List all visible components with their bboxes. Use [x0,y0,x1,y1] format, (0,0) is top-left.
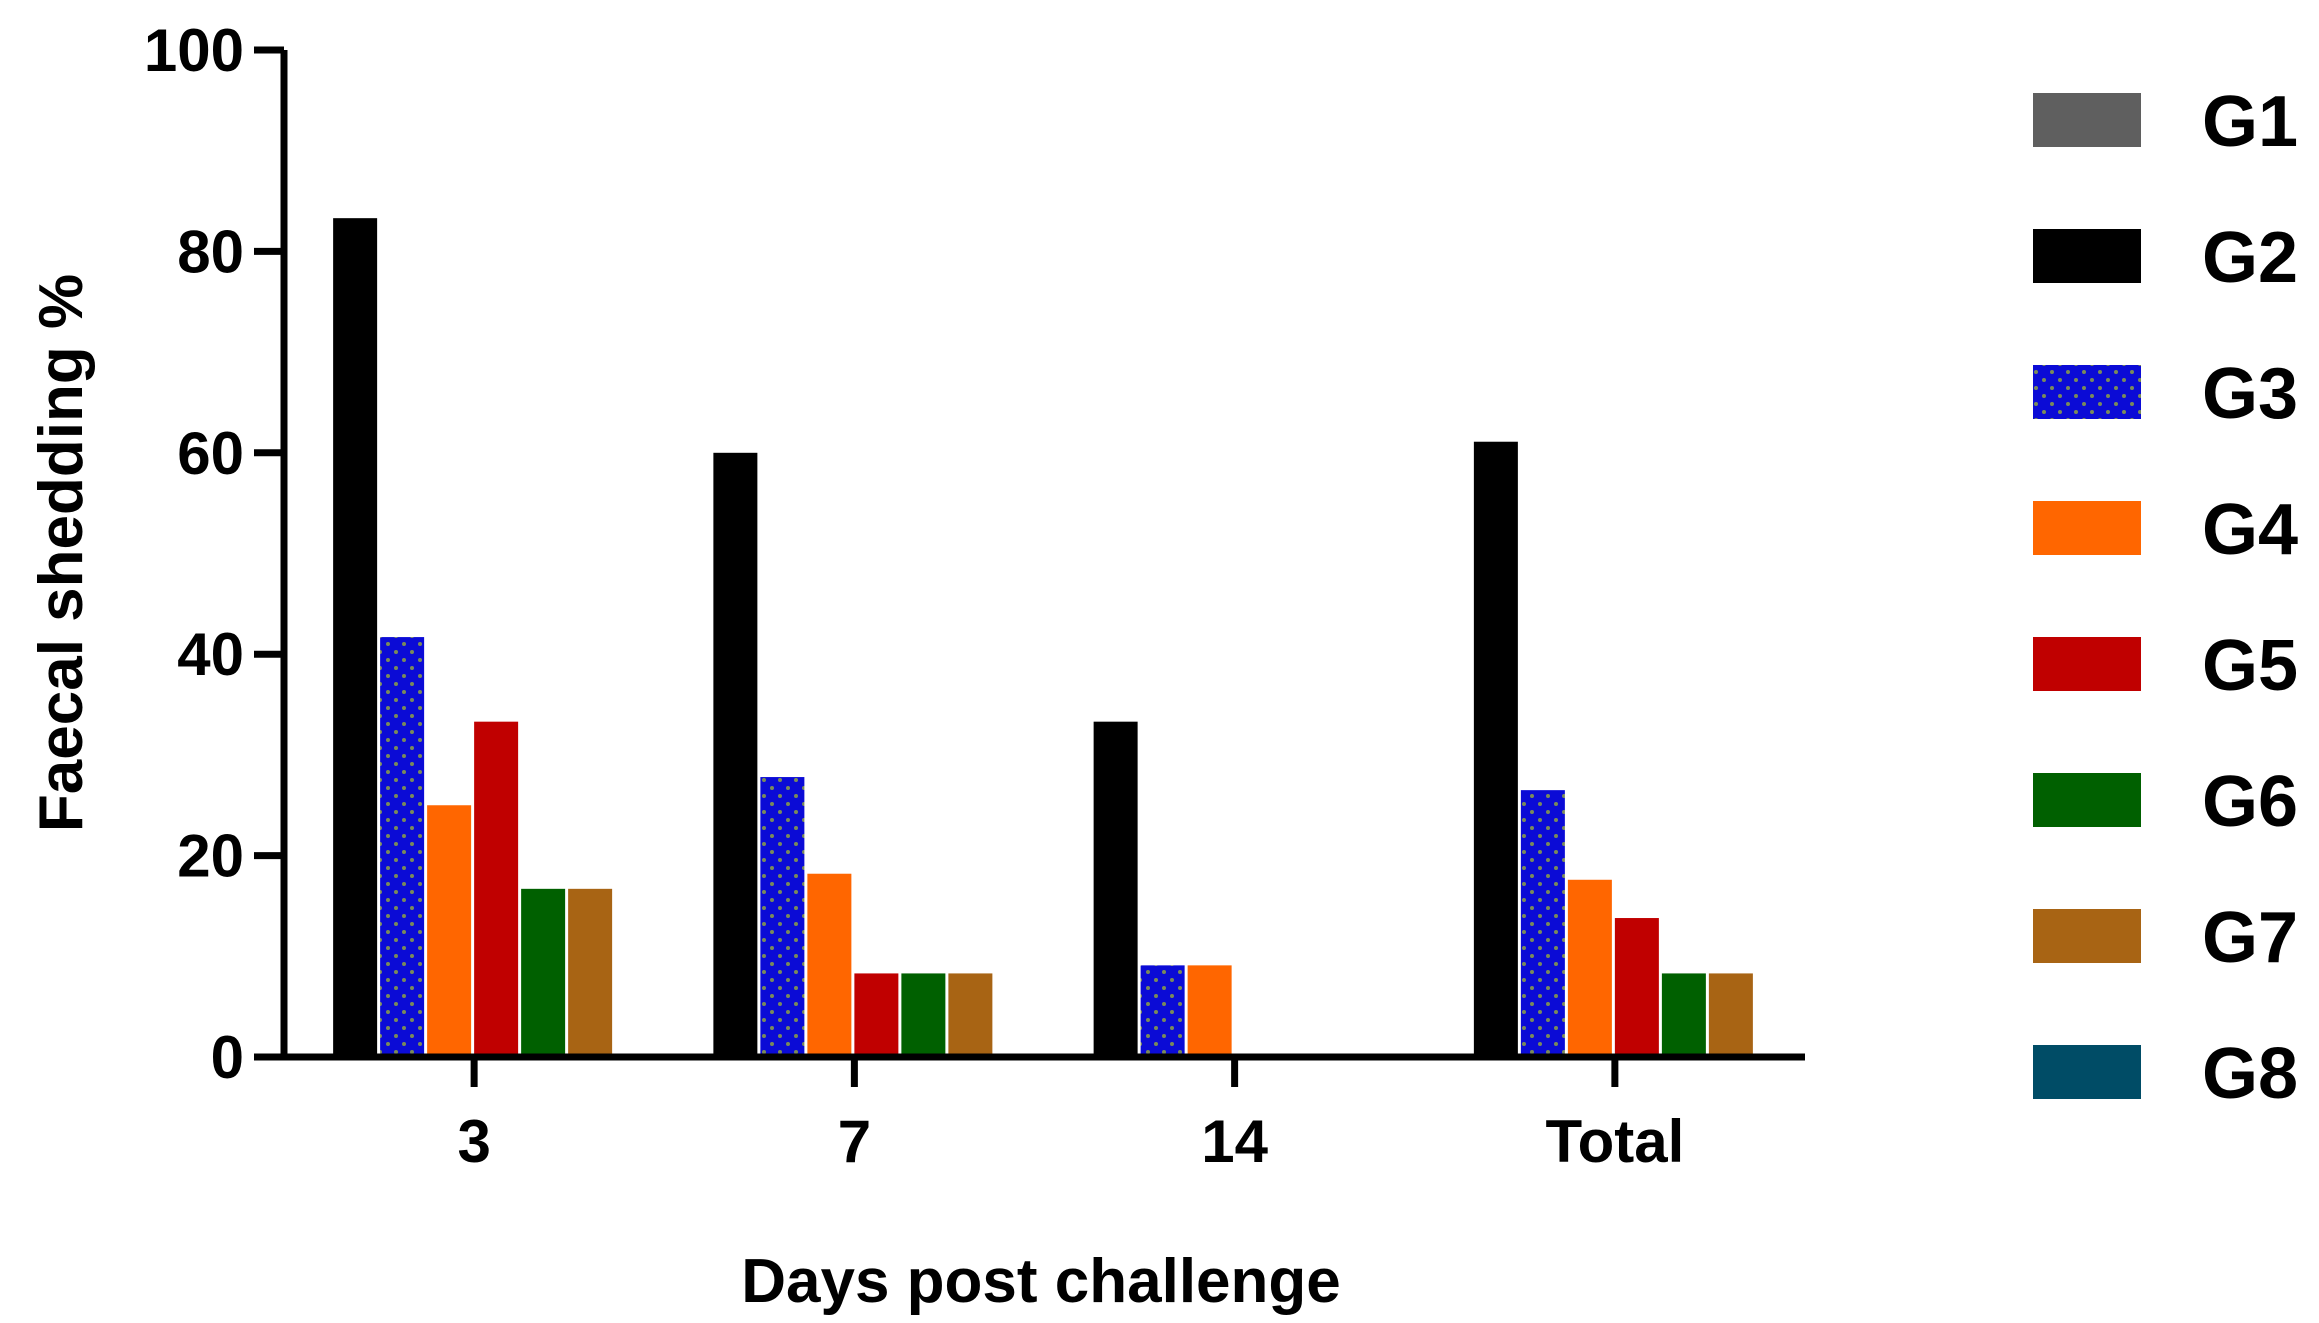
legend-swatch-g8 [2033,1045,2141,1099]
x-tick-label: 7 [838,1108,871,1175]
legend-label-g2: G2 [2202,218,2298,298]
y-tick-label: 100 [144,17,244,84]
bar-g7-7 [948,973,993,1057]
bar-g5-total [1614,918,1659,1057]
legend-swatch-g4 [2033,501,2141,555]
bars-group [333,218,1753,1057]
bar-g2-14 [1093,721,1138,1057]
x-axis-title: Days post challenge [741,1247,1341,1316]
y-tick-label: 80 [177,218,244,285]
legend-label-g6: G6 [2202,762,2298,842]
bar-g2-7 [713,452,758,1057]
bar-g7-3 [568,888,613,1057]
legend-swatch-g3 [2033,365,2141,419]
legend-label-g1: G1 [2202,82,2298,162]
bar-g6-total [1661,973,1706,1057]
legend-swatch-g7 [2033,909,2141,963]
legend-label-g7: G7 [2202,898,2298,978]
bar-g6-7 [901,973,946,1057]
x-tick-label: Total [1545,1108,1684,1175]
legend-swatch-g2 [2033,229,2141,283]
legend-swatch-g5 [2033,637,2141,691]
x-ticks-group: 3 7 14 Total [457,1057,1684,1175]
x-tick-label: 14 [1201,1108,1268,1175]
y-ticks-group: 0 20 40 60 80 100 [144,17,284,1091]
y-tick-label: 40 [177,621,244,688]
bar-g5-3 [474,721,519,1057]
legend: G1 G2 G3 G4 G5 G6 G7 G8 [2033,82,2298,1114]
bar-g6-3 [521,888,566,1057]
bar-g3-7 [760,777,805,1057]
bar-g2-total [1473,441,1518,1057]
bar-g4-3 [427,805,472,1057]
bar-g3-total [1520,790,1565,1057]
bar-g4-total [1567,879,1612,1057]
legend-label-g5: G5 [2202,626,2298,706]
bar-g3-3 [380,637,425,1057]
y-axis-title: Faecal shedding % [27,274,96,832]
bar-g4-14 [1187,965,1232,1057]
legend-label-g8: G8 [2202,1034,2298,1114]
y-tick-label: 0 [211,1024,244,1091]
y-tick-label: 60 [177,420,244,487]
bar-g4-7 [807,873,852,1057]
x-tick-label: 3 [457,1108,490,1175]
bar-g5-7 [854,973,899,1057]
legend-label-g4: G4 [2202,490,2298,570]
legend-label-g3: G3 [2202,354,2298,434]
bar-g7-total [1708,973,1753,1057]
y-tick-label: 20 [177,823,244,890]
bar-g2-3 [333,218,378,1057]
legend-swatch-g1 [2033,93,2141,147]
legend-swatch-g6 [2033,773,2141,827]
axes-group [280,50,1805,1061]
bar-g3-14 [1140,965,1185,1057]
